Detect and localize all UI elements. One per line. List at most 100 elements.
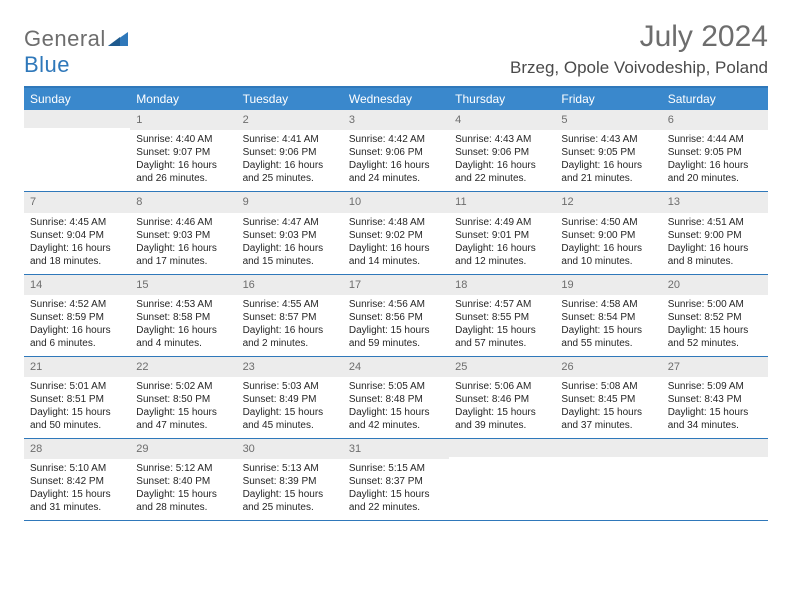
cell-info: Sunrise: 5:01 AMSunset: 8:51 PMDaylight:… — [24, 377, 130, 438]
calendar-cell: 31Sunrise: 5:15 AMSunset: 8:37 PMDayligh… — [343, 439, 449, 520]
sunrise-line: Sunrise: 5:15 AM — [349, 462, 443, 475]
daylight-line: Daylight: 15 hours and 37 minutes. — [561, 406, 655, 432]
calendar-cell: 21Sunrise: 5:01 AMSunset: 8:51 PMDayligh… — [24, 357, 130, 438]
sunset-line: Sunset: 8:48 PM — [349, 393, 443, 406]
calendar-cell: 23Sunrise: 5:03 AMSunset: 8:49 PMDayligh… — [237, 357, 343, 438]
daylight-line: Daylight: 15 hours and 47 minutes. — [136, 406, 230, 432]
day-header: Tuesday — [237, 88, 343, 110]
sunrise-line: Sunrise: 4:49 AM — [455, 216, 549, 229]
cell-date: 16 — [237, 275, 343, 295]
cell-info: Sunrise: 5:06 AMSunset: 8:46 PMDaylight:… — [449, 377, 555, 438]
calendar-cell: 19Sunrise: 4:58 AMSunset: 8:54 PMDayligh… — [555, 275, 661, 356]
daylight-line: Daylight: 16 hours and 10 minutes. — [561, 242, 655, 268]
calendar-cell: 15Sunrise: 4:53 AMSunset: 8:58 PMDayligh… — [130, 275, 236, 356]
cell-info: Sunrise: 5:13 AMSunset: 8:39 PMDaylight:… — [237, 459, 343, 520]
location-subtitle: Brzeg, Opole Voivodeship, Poland — [510, 58, 768, 78]
calendar-cell: 11Sunrise: 4:49 AMSunset: 9:01 PMDayligh… — [449, 192, 555, 273]
sunset-line: Sunset: 8:40 PM — [136, 475, 230, 488]
daylight-line: Daylight: 16 hours and 18 minutes. — [30, 242, 124, 268]
sunset-line: Sunset: 8:52 PM — [668, 311, 762, 324]
sunset-line: Sunset: 9:02 PM — [349, 229, 443, 242]
cell-date: 17 — [343, 275, 449, 295]
cell-info: Sunrise: 4:45 AMSunset: 9:04 PMDaylight:… — [24, 213, 130, 274]
daylight-line: Daylight: 15 hours and 55 minutes. — [561, 324, 655, 350]
cell-date: 3 — [343, 110, 449, 130]
calendar-cell: 1Sunrise: 4:40 AMSunset: 9:07 PMDaylight… — [130, 110, 236, 191]
cell-date: 14 — [24, 275, 130, 295]
daylight-line: Daylight: 16 hours and 14 minutes. — [349, 242, 443, 268]
sunset-line: Sunset: 8:43 PM — [668, 393, 762, 406]
cell-info: Sunrise: 4:49 AMSunset: 9:01 PMDaylight:… — [449, 213, 555, 274]
sunset-line: Sunset: 8:42 PM — [30, 475, 124, 488]
sunset-line: Sunset: 8:55 PM — [455, 311, 549, 324]
daylight-line: Daylight: 15 hours and 39 minutes. — [455, 406, 549, 432]
sunrise-line: Sunrise: 4:47 AM — [243, 216, 337, 229]
sunrise-line: Sunrise: 4:43 AM — [561, 133, 655, 146]
cell-info: Sunrise: 4:40 AMSunset: 9:07 PMDaylight:… — [130, 130, 236, 191]
sunset-line: Sunset: 9:03 PM — [136, 229, 230, 242]
daylight-line: Daylight: 15 hours and 22 minutes. — [349, 488, 443, 514]
sunset-line: Sunset: 9:06 PM — [243, 146, 337, 159]
daylight-line: Daylight: 15 hours and 52 minutes. — [668, 324, 762, 350]
cell-info: Sunrise: 4:51 AMSunset: 9:00 PMDaylight:… — [662, 213, 768, 274]
cell-date: 18 — [449, 275, 555, 295]
cell-info: Sunrise: 4:56 AMSunset: 8:56 PMDaylight:… — [343, 295, 449, 356]
daylight-line: Daylight: 15 hours and 31 minutes. — [30, 488, 124, 514]
logo-text: General Blue — [24, 26, 128, 78]
calendar-cell: 10Sunrise: 4:48 AMSunset: 9:02 PMDayligh… — [343, 192, 449, 273]
cell-date — [555, 439, 661, 457]
calendar-week-row: 28Sunrise: 5:10 AMSunset: 8:42 PMDayligh… — [24, 439, 768, 521]
daylight-line: Daylight: 15 hours and 34 minutes. — [668, 406, 762, 432]
sunset-line: Sunset: 9:04 PM — [30, 229, 124, 242]
sunrise-line: Sunrise: 4:42 AM — [349, 133, 443, 146]
sunrise-line: Sunrise: 5:09 AM — [668, 380, 762, 393]
day-header: Saturday — [662, 88, 768, 110]
sunrise-line: Sunrise: 4:56 AM — [349, 298, 443, 311]
calendar-cell: 4Sunrise: 4:43 AMSunset: 9:06 PMDaylight… — [449, 110, 555, 191]
calendar-cell — [662, 439, 768, 520]
sunset-line: Sunset: 8:58 PM — [136, 311, 230, 324]
sunrise-line: Sunrise: 4:58 AM — [561, 298, 655, 311]
sunrise-line: Sunrise: 4:46 AM — [136, 216, 230, 229]
calendar-cell: 3Sunrise: 4:42 AMSunset: 9:06 PMDaylight… — [343, 110, 449, 191]
cell-info: Sunrise: 4:44 AMSunset: 9:05 PMDaylight:… — [662, 130, 768, 191]
daylight-line: Daylight: 16 hours and 26 minutes. — [136, 159, 230, 185]
calendar-cell: 6Sunrise: 4:44 AMSunset: 9:05 PMDaylight… — [662, 110, 768, 191]
sunset-line: Sunset: 9:07 PM — [136, 146, 230, 159]
cell-info: Sunrise: 5:05 AMSunset: 8:48 PMDaylight:… — [343, 377, 449, 438]
calendar-cell: 12Sunrise: 4:50 AMSunset: 9:00 PMDayligh… — [555, 192, 661, 273]
sunset-line: Sunset: 9:00 PM — [668, 229, 762, 242]
cell-info: Sunrise: 5:15 AMSunset: 8:37 PMDaylight:… — [343, 459, 449, 520]
cell-date: 15 — [130, 275, 236, 295]
sunrise-line: Sunrise: 4:55 AM — [243, 298, 337, 311]
daylight-line: Daylight: 16 hours and 21 minutes. — [561, 159, 655, 185]
calendar-cell: 13Sunrise: 4:51 AMSunset: 9:00 PMDayligh… — [662, 192, 768, 273]
cell-date: 12 — [555, 192, 661, 212]
cell-info: Sunrise: 5:00 AMSunset: 8:52 PMDaylight:… — [662, 295, 768, 356]
sunset-line: Sunset: 8:56 PM — [349, 311, 443, 324]
sunset-line: Sunset: 8:46 PM — [455, 393, 549, 406]
daylight-line: Daylight: 15 hours and 45 minutes. — [243, 406, 337, 432]
calendar-week-row: 7Sunrise: 4:45 AMSunset: 9:04 PMDaylight… — [24, 192, 768, 274]
cell-date: 7 — [24, 192, 130, 212]
calendar-cell: 2Sunrise: 4:41 AMSunset: 9:06 PMDaylight… — [237, 110, 343, 191]
daylight-line: Daylight: 15 hours and 42 minutes. — [349, 406, 443, 432]
sunrise-line: Sunrise: 5:02 AM — [136, 380, 230, 393]
day-header: Monday — [130, 88, 236, 110]
cell-info: Sunrise: 4:57 AMSunset: 8:55 PMDaylight:… — [449, 295, 555, 356]
sunset-line: Sunset: 9:05 PM — [561, 146, 655, 159]
header: General Blue July 2024 Brzeg, Opole Voiv… — [24, 20, 768, 78]
sunrise-line: Sunrise: 4:57 AM — [455, 298, 549, 311]
sunrise-line: Sunrise: 5:10 AM — [30, 462, 124, 475]
sunrise-line: Sunrise: 4:44 AM — [668, 133, 762, 146]
calendar-header-row: Sunday Monday Tuesday Wednesday Thursday… — [24, 88, 768, 110]
cell-date: 28 — [24, 439, 130, 459]
cell-date: 10 — [343, 192, 449, 212]
day-header: Thursday — [449, 88, 555, 110]
calendar-cell: 9Sunrise: 4:47 AMSunset: 9:03 PMDaylight… — [237, 192, 343, 273]
calendar-cell: 7Sunrise: 4:45 AMSunset: 9:04 PMDaylight… — [24, 192, 130, 273]
daylight-line: Daylight: 16 hours and 4 minutes. — [136, 324, 230, 350]
sunset-line: Sunset: 9:01 PM — [455, 229, 549, 242]
sunrise-line: Sunrise: 5:00 AM — [668, 298, 762, 311]
sunrise-line: Sunrise: 4:41 AM — [243, 133, 337, 146]
